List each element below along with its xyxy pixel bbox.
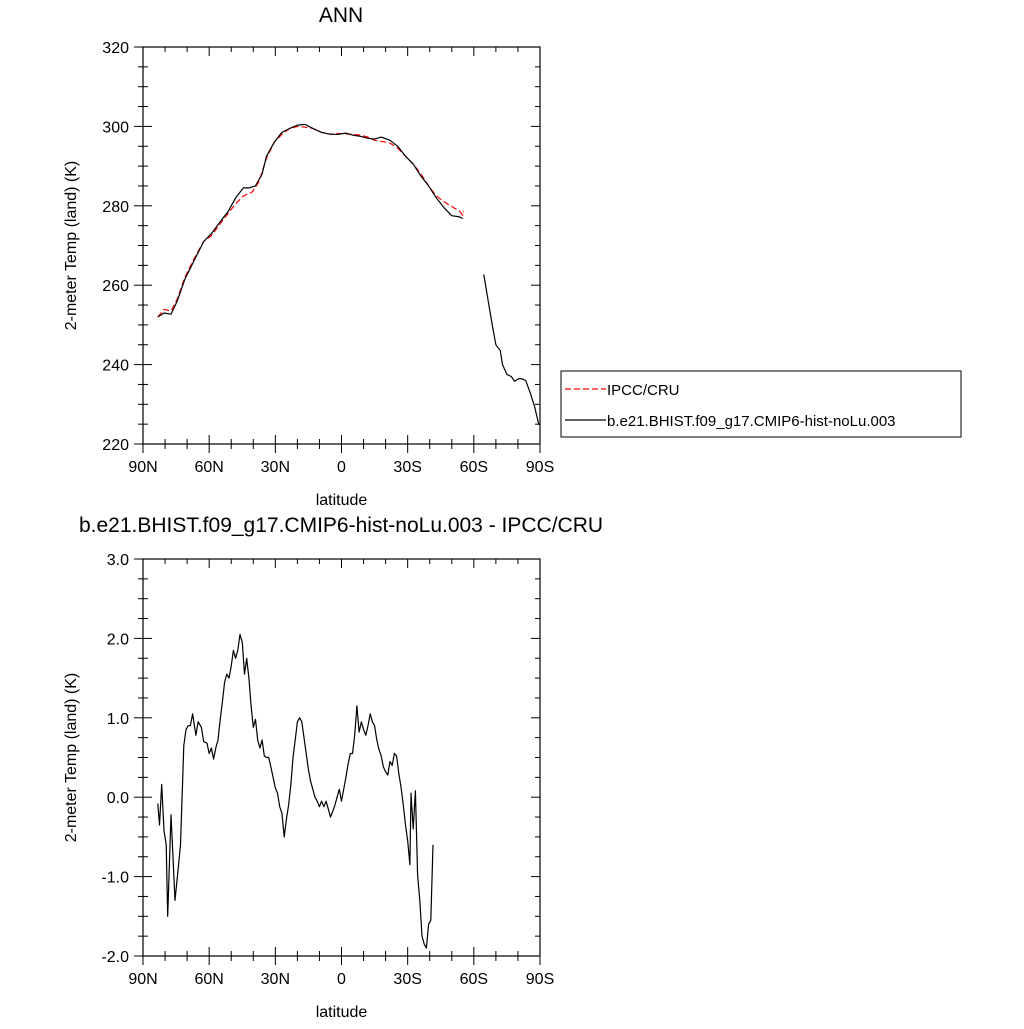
y-axis-label: 2-meter Temp (land) (K) bbox=[63, 673, 80, 843]
y-tick-label: 300 bbox=[102, 119, 129, 136]
x-tick-label: 60N bbox=[194, 971, 223, 988]
legend-box bbox=[560, 370, 962, 438]
chart-title: b.e21.BHIST.f09_g17.CMIP6-hist-noLu.003 … bbox=[79, 514, 603, 537]
panel-temperature-difference: b.e21.BHIST.f09_g17.CMIP6-hist-noLu.003 … bbox=[63, 514, 603, 1021]
y-tick-label: 3.0 bbox=[107, 552, 129, 569]
y-tick-label: -1.0 bbox=[101, 870, 129, 887]
y-axis-label: 2-meter Temp (land) (K) bbox=[63, 161, 80, 331]
legend-label-ipcc-cru: IPCC/CRU bbox=[607, 382, 680, 399]
y-tick-label: 240 bbox=[102, 358, 129, 375]
x-tick-label: 30S bbox=[393, 459, 421, 476]
x-tick-label: 60S bbox=[460, 459, 488, 476]
x-tick-label: 30N bbox=[261, 459, 290, 476]
plot-frame bbox=[142, 46, 541, 445]
x-tick-label: 90N bbox=[128, 459, 157, 476]
x-axis-label: latitude bbox=[316, 492, 368, 509]
legend-label-model: b.e21.BHIST.f09_g17.CMIP6-hist-noLu.003 bbox=[607, 413, 896, 430]
x-tick-label: 30N bbox=[261, 971, 290, 988]
x-tick-label: 90S bbox=[526, 971, 554, 988]
chart-title: ANN bbox=[319, 4, 363, 27]
x-tick-label: 30S bbox=[393, 971, 421, 988]
x-tick-label: 60S bbox=[460, 971, 488, 988]
y-tick-label: 320 bbox=[102, 40, 129, 57]
plot-frame bbox=[142, 558, 541, 957]
x-tick-label: 60N bbox=[194, 459, 223, 476]
x-axis-label: latitude bbox=[316, 1004, 368, 1021]
y-tick-label: 2.0 bbox=[107, 631, 129, 648]
panel-annual-temperature: ANN 90N 60N 30N 0 30S 60S 90S 220 240 260 280 300 320… bbox=[63, 4, 554, 509]
y-tick-label: 1.0 bbox=[107, 711, 129, 728]
series-line-difference bbox=[157, 633, 434, 949]
series-line-b-e21-bhist-f09-g17-cmip6-hist-nolu-003 bbox=[483, 274, 540, 426]
series-line-ipcc-cru bbox=[157, 125, 465, 318]
y-tick-label: 280 bbox=[102, 199, 129, 216]
y-tick-label: -2.0 bbox=[101, 949, 129, 966]
legend: IPCC/CRU b.e21.BHIST.f09_g17.CMIP6-hist-… bbox=[560, 370, 962, 438]
y-tick-label: 220 bbox=[102, 437, 129, 454]
series-line-b-e21-bhist-f09-g17-cmip6-hist-nolu-003 bbox=[157, 123, 464, 318]
x-tick-label: 90N bbox=[128, 971, 157, 988]
x-tick-label: 0 bbox=[337, 459, 346, 476]
x-tick-label: 0 bbox=[337, 971, 346, 988]
x-tick-label: 90S bbox=[526, 459, 554, 476]
y-tick-label: 260 bbox=[102, 278, 129, 295]
y-tick-label: 0.0 bbox=[107, 790, 129, 807]
